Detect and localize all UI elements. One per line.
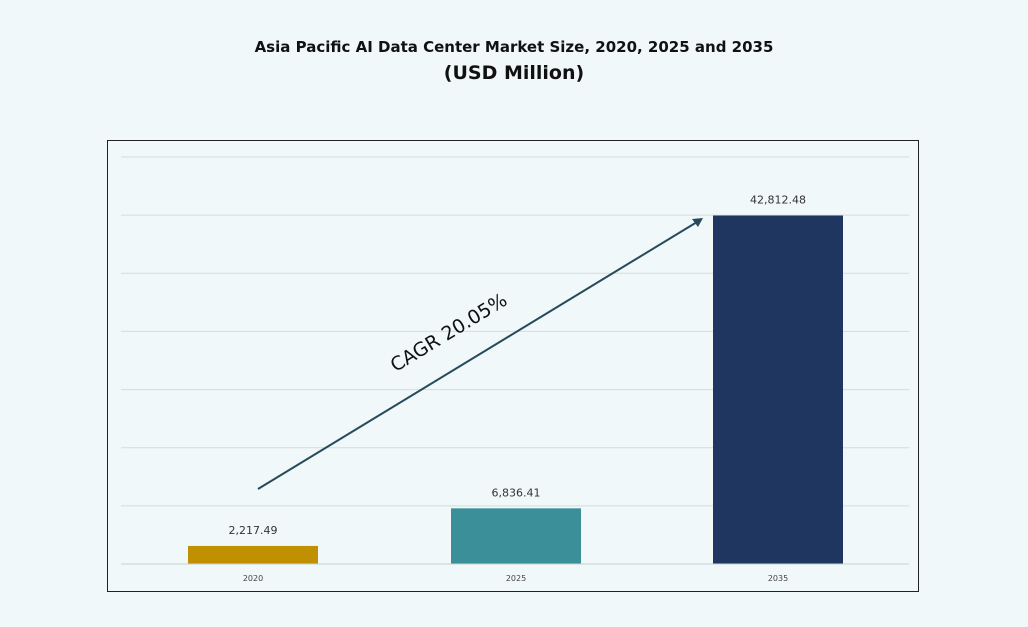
- chart-title: Asia Pacific AI Data Center Market Size,…: [254, 38, 774, 56]
- chart-subtitle: (USD Million): [443, 62, 585, 84]
- x-tick-label: 2035: [768, 574, 788, 583]
- data-label: 42,812.48: [750, 194, 806, 207]
- arrow-head-icon: [692, 218, 703, 227]
- bar-2020: [188, 545, 318, 564]
- data-label: 2,217.49: [229, 524, 278, 537]
- cagr-label: CAGR 20.05%: [387, 289, 511, 377]
- data-label: 6,836.41: [492, 486, 541, 499]
- cagr-arrow: [257, 221, 698, 490]
- bar-2025: [451, 508, 581, 564]
- bar-2035: [713, 215, 843, 564]
- x-tick-label: 2025: [506, 574, 526, 583]
- plot-frame: [107, 140, 919, 592]
- x-tick-label: 2020: [243, 574, 263, 583]
